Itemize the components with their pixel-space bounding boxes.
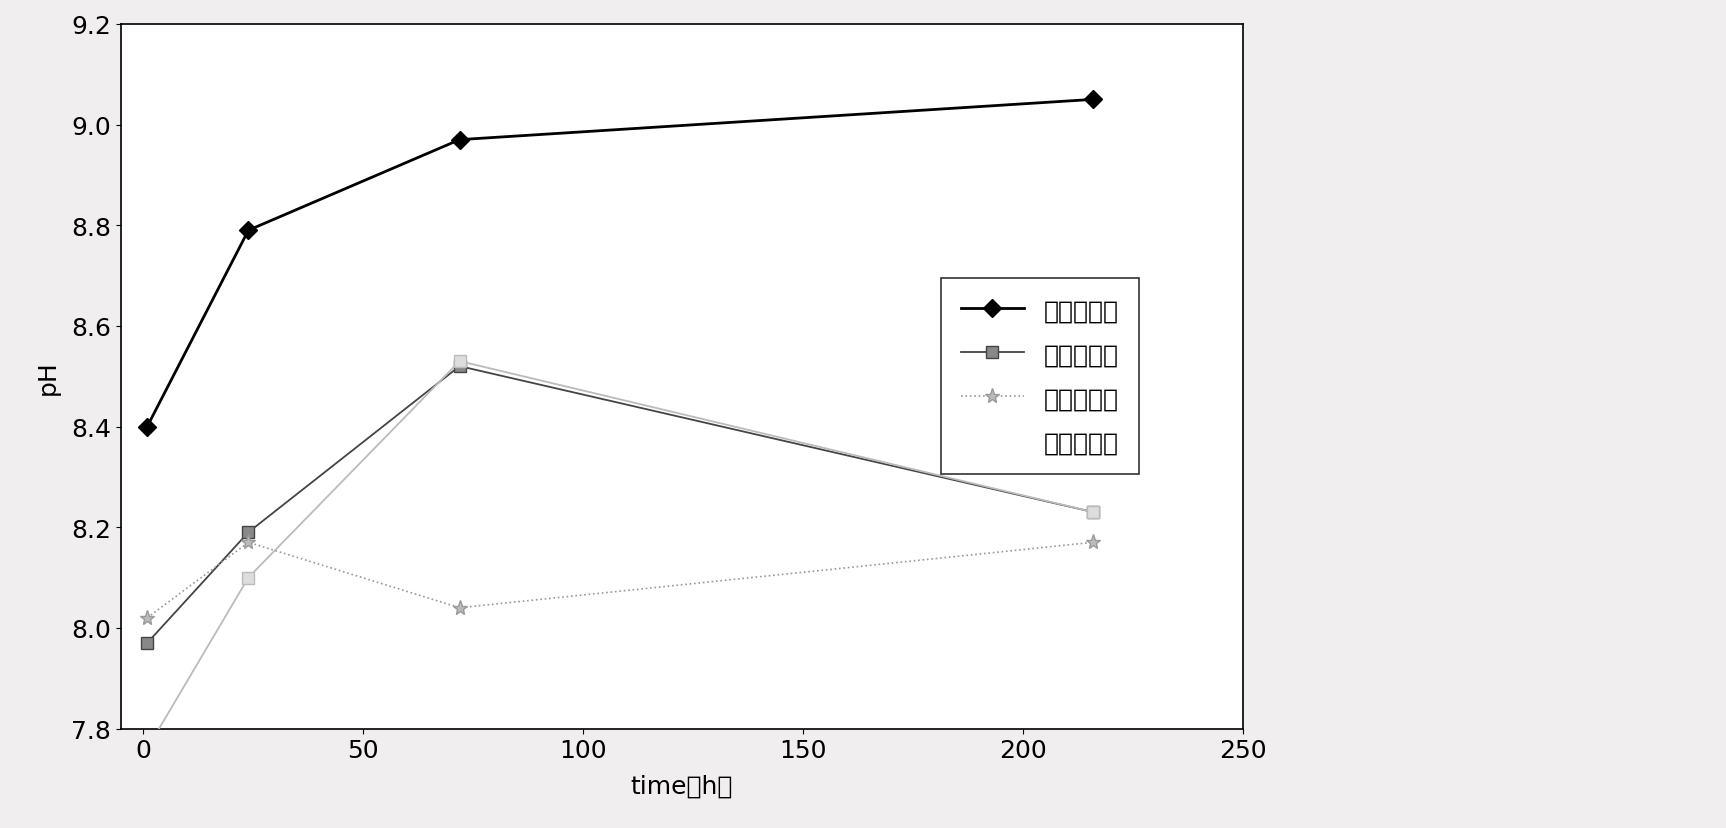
实施实例四: [449, 357, 469, 367]
实施实例四: [136, 744, 157, 753]
Line: 实施实例一: 实施实例一: [142, 94, 1099, 433]
X-axis label: time（h）: time（h）: [630, 773, 734, 797]
实施实例三: [136, 613, 157, 623]
Line: 实施实例二: 实施实例二: [142, 360, 1099, 649]
实施实例一: [1082, 95, 1103, 105]
Y-axis label: pH: pH: [36, 359, 60, 394]
实施实例三: [238, 537, 259, 547]
实施实例二: [449, 362, 469, 372]
Line: 实施实例四: 实施实例四: [142, 355, 1099, 755]
实施实例四: [1082, 508, 1103, 518]
实施实例二: [238, 527, 259, 537]
实施实例一: [238, 226, 259, 236]
实施实例二: [136, 638, 157, 648]
实施实例四: [238, 573, 259, 583]
实施实例二: [1082, 508, 1103, 518]
实施实例三: [1082, 537, 1103, 547]
Line: 实施实例三: 实施实例三: [140, 535, 1101, 626]
Legend: 实施实例一, 实施实例二, 实施实例三, 实施实例四: 实施实例一, 实施实例二, 实施实例三, 实施实例四: [941, 279, 1139, 474]
实施实例一: [136, 422, 157, 432]
实施实例三: [449, 603, 469, 613]
实施实例一: [449, 136, 469, 146]
